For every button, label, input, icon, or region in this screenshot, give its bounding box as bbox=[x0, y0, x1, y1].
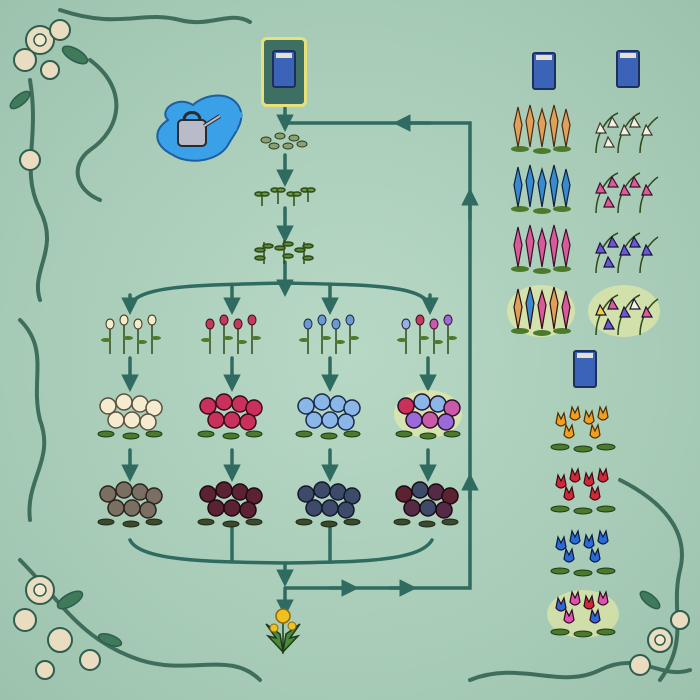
rose-bud-mixed bbox=[397, 314, 457, 354]
rose-bloom-mixed bbox=[394, 390, 462, 440]
tulip-red bbox=[550, 467, 616, 515]
rose-bud-white bbox=[101, 314, 161, 354]
rose-seed-packet-slot[interactable] bbox=[261, 37, 307, 107]
bellflower-white bbox=[595, 112, 659, 154]
lupine-seed-packet-icon[interactable] bbox=[532, 52, 556, 90]
lupine-blue bbox=[511, 164, 571, 214]
rose-bloom-red bbox=[197, 393, 263, 440]
rose-bud-blue bbox=[299, 314, 359, 354]
lupine-pink bbox=[511, 224, 571, 274]
rose-wilted-red bbox=[197, 481, 263, 528]
young-plant-icon bbox=[254, 240, 314, 264]
bellflower-purple bbox=[595, 232, 659, 274]
rose-bloom-white bbox=[97, 393, 163, 440]
lupine-mixed bbox=[507, 285, 575, 337]
bellflower-seed-packet-icon[interactable] bbox=[616, 50, 640, 88]
watering-can-icon[interactable] bbox=[148, 90, 248, 170]
lupine-orange bbox=[511, 104, 571, 154]
tulip-seed-packet-icon[interactable] bbox=[573, 350, 597, 388]
sprout-icon bbox=[254, 187, 316, 206]
bellflower-mixed bbox=[588, 285, 660, 337]
rose-seed-packet-icon bbox=[272, 50, 296, 88]
rose-wilted-mixed bbox=[393, 481, 459, 528]
rose-bloom-blue bbox=[295, 393, 361, 440]
rose-wilted-blue bbox=[295, 481, 361, 528]
rose-wilted-white bbox=[97, 481, 163, 528]
tulip-mixed bbox=[547, 590, 619, 638]
bellflower-pink bbox=[595, 172, 659, 214]
dandelion-icon bbox=[265, 608, 301, 654]
seed-pile-icon bbox=[260, 132, 308, 150]
tulip-blue bbox=[550, 529, 616, 577]
tulip-orange bbox=[550, 405, 616, 453]
rose-bud-red bbox=[201, 314, 261, 354]
